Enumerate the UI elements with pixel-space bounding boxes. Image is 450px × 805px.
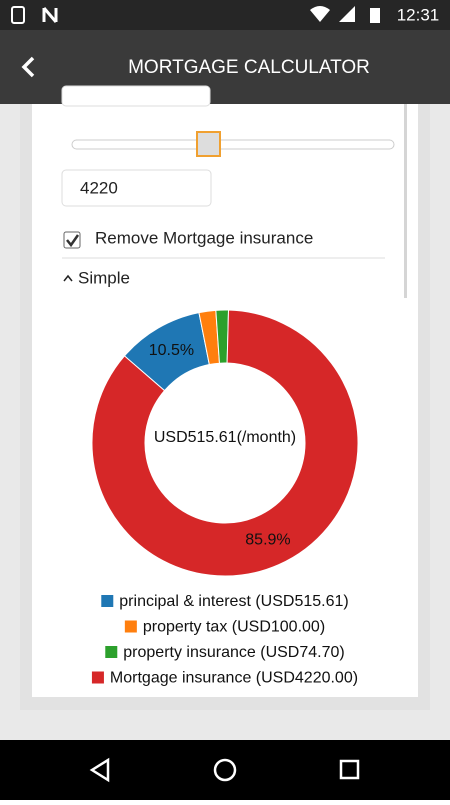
toggle-caret[interactable] [63,274,73,282]
app-title: MORTGAGE CALCULATOR [128,57,370,78]
legend: principal & interest (USD515.61) property… [91,593,358,687]
status-time: 12:31 [397,5,440,24]
slice-label: 10.5% [149,342,194,359]
nav-bar [0,740,450,800]
status-bar [0,0,450,30]
center-label: USD515.61(/month) [154,429,296,446]
slider-thumb[interactable] [196,131,221,157]
donut-slice [91,309,359,577]
back-button[interactable] [21,56,35,78]
nav-back[interactable] [89,757,110,783]
legend-label: property insurance (USD74.70) [123,644,344,661]
battery-icon [370,8,380,23]
slider-track[interactable] [71,139,395,150]
checkbox-label: Remove Mortgage insurance [95,228,313,247]
legend-swatch [105,646,118,658]
legend-label: principal & interest (USD515.61) [119,593,348,610]
legend-label: property tax (USD100.00) [143,619,325,636]
scrollbar [404,104,407,298]
signal-icon [339,6,355,22]
legend-label: Mortgage insurance (USD4220.00) [110,670,358,687]
nav-recents[interactable] [339,759,360,780]
legend-swatch [91,671,104,684]
amount-input-text: 4220 [80,178,118,197]
legend-swatch [101,595,114,607]
text-input[interactable] [61,85,211,107]
status-icon [42,7,58,23]
status-icon [11,6,25,24]
section-toggle[interactable]: Simple [78,268,130,287]
checkbox-check [66,234,80,248]
slice-label: 85.9% [245,532,290,549]
amount-input[interactable] [61,169,212,207]
wifi-icon [310,6,330,22]
nav-home[interactable] [213,758,237,782]
donut-chart: 10.5% 85.9% [91,309,359,577]
legend-swatch [124,620,137,633]
